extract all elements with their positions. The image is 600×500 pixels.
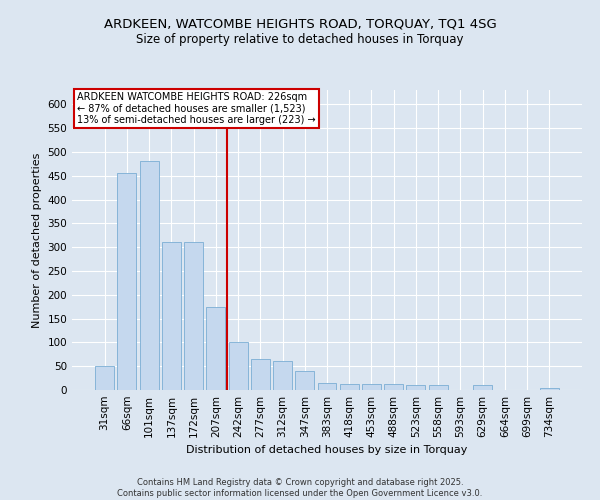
Text: Contains HM Land Registry data © Crown copyright and database right 2025.
Contai: Contains HM Land Registry data © Crown c… — [118, 478, 482, 498]
Bar — [118, 174, 136, 390]
Bar — [362, 384, 381, 390]
Bar — [473, 385, 492, 390]
Text: ARDKEEN, WATCOMBE HEIGHTS ROAD, TORQUAY, TQ1 4SG: ARDKEEN, WATCOMBE HEIGHTS ROAD, TORQUAY,… — [104, 18, 496, 30]
Bar — [206, 306, 225, 390]
X-axis label: Distribution of detached houses by size in Torquay: Distribution of detached houses by size … — [187, 446, 467, 456]
Bar — [95, 366, 114, 390]
Bar — [140, 162, 158, 390]
Bar — [184, 242, 203, 390]
Text: Size of property relative to detached houses in Torquay: Size of property relative to detached ho… — [136, 32, 464, 46]
Bar — [429, 385, 448, 390]
Bar — [251, 359, 270, 390]
Text: ARDKEEN WATCOMBE HEIGHTS ROAD: 226sqm
← 87% of detached houses are smaller (1,52: ARDKEEN WATCOMBE HEIGHTS ROAD: 226sqm ← … — [77, 92, 316, 124]
Bar — [540, 388, 559, 390]
Y-axis label: Number of detached properties: Number of detached properties — [32, 152, 42, 328]
Bar — [340, 384, 359, 390]
Bar — [317, 383, 337, 390]
Bar — [384, 384, 403, 390]
Bar — [295, 371, 314, 390]
Bar — [406, 385, 425, 390]
Bar — [273, 362, 292, 390]
Bar — [229, 342, 248, 390]
Bar — [162, 242, 181, 390]
